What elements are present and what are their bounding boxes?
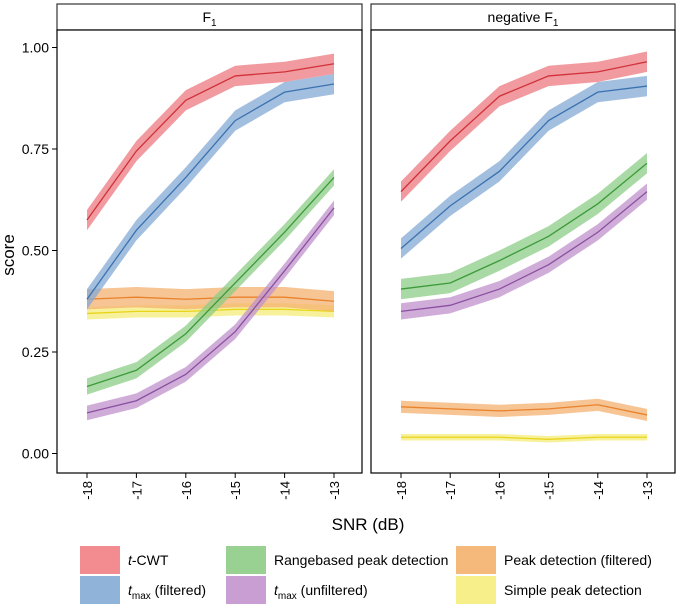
x-tick-label: -18 [394,481,409,500]
y-tick-label: 0.25 [22,344,49,360]
legend-label: Rangebased peak detection [274,552,448,568]
x-tick-label: -15 [542,481,557,500]
series-t-cwt [86,53,335,231]
legend-swatch [80,546,120,574]
series-t-cwt [400,51,648,202]
series-line [86,83,335,300]
legend-swatch [226,576,266,604]
panel-strip [370,3,676,31]
x-tick-label: -17 [443,481,458,500]
x-tick-label: -13 [640,481,655,500]
x-tick-label: -17 [129,481,144,500]
y-tick-label: 0.50 [22,243,49,259]
legend-swatch [456,576,496,604]
legend-item: t-CWT [80,546,169,574]
x-tick-label: -14 [591,481,606,500]
x-tick-label: -15 [228,481,243,500]
panel-2: negative F1 -18 -17 -16 -15 -14 -13 [370,3,676,500]
legend-item: Peak detection (filtered) [456,546,652,574]
confidence-band [401,75,647,259]
confidence-band [401,153,647,300]
series-rangebased-peak-detection [400,153,648,300]
panel-title: negative F1 [488,9,559,29]
legend-swatch [226,546,266,574]
legend-swatch [80,576,120,604]
series-line [400,404,648,416]
x-tick-label: -16 [492,481,507,500]
legend-label: tmax (filtered) [128,582,206,602]
confidence-band [87,73,334,310]
series-line [86,207,335,414]
series-line [400,162,648,290]
series-t-max-unfiltered- [86,200,335,421]
series-line [86,296,335,302]
y-tick-label: 0.00 [22,446,49,462]
series-line [86,176,335,388]
series-simple-peak-detection [400,434,648,443]
x-axis-label: SNR (dB) [332,515,405,534]
y-axis: 0.00 0.25 0.50 0.75 1.00 [22,40,57,462]
legend-item: tmax (filtered) [80,576,206,604]
x-tick-label: -16 [179,481,194,500]
legend-item: tmax (unfiltered) [226,576,368,604]
legend-label: Peak detection (filtered) [504,552,652,568]
confidence-band [401,183,647,320]
series-line [86,63,335,221]
panels: F1 -18 -17 -16 -15 -14 -13 negative F1 -18 -17 -16… [56,3,676,500]
series-t-max-filtered- [86,73,335,310]
x-tick-label: -18 [80,481,95,500]
y-tick-label: 0.75 [22,141,49,157]
legend-item: Rangebased peak detection [226,546,448,574]
series-rangebased-peak-detection [86,169,335,395]
series-t-max-filtered- [400,75,648,259]
plot-area [56,29,363,474]
panel-strip [56,3,363,31]
series-line [400,191,648,313]
panel-title: F1 [202,9,217,29]
legend-swatch [456,546,496,574]
legend: t-CWT tmax (filtered) Rangebased peak dete… [80,546,652,604]
confidence-band [87,53,334,231]
series-t-max-unfiltered- [400,183,648,320]
series-line [400,85,648,249]
legend-label: tmax (unfiltered) [274,582,368,602]
y-tick-label: 1.00 [22,40,49,56]
series-peak-detection-filtered- [400,398,648,422]
series-line [401,436,647,440]
confidence-band [87,169,334,395]
legend-label: Simple peak detection [504,582,642,598]
legend-label: t-CWT [128,552,169,568]
y-axis-label: score [0,234,18,276]
legend-item: Simple peak detection [456,576,642,604]
panel-1: F1 -18 -17 -16 -15 -14 -13 [56,3,363,500]
series-line [400,61,648,193]
x-tick-label: -13 [327,481,342,500]
x-tick-label: -14 [278,481,293,500]
